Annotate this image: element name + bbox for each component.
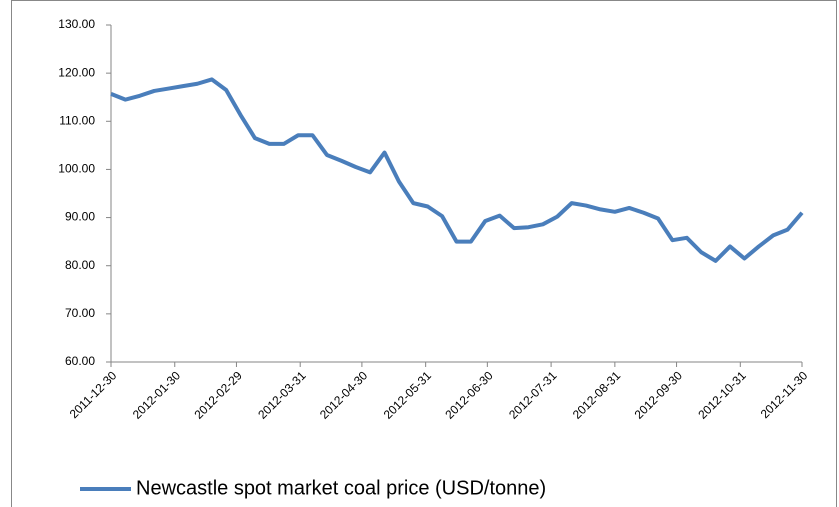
y-tick-label: 130.00 (58, 17, 95, 31)
series-line (110, 77, 804, 263)
y-tick-label: 70.00 (65, 306, 95, 320)
y-tick-label: 60.00 (65, 354, 95, 368)
y-tick-label: 90.00 (65, 210, 95, 224)
chart-frame (11, 0, 837, 507)
y-tick-label: 110.00 (59, 113, 95, 127)
y-tick-label: 100.00 (58, 162, 95, 176)
y-tick-label: 120.00 (58, 65, 95, 79)
legend-label: Newcastle spot market coal price (USD/to… (136, 477, 546, 499)
y-tick-label: 80.00 (65, 258, 95, 272)
